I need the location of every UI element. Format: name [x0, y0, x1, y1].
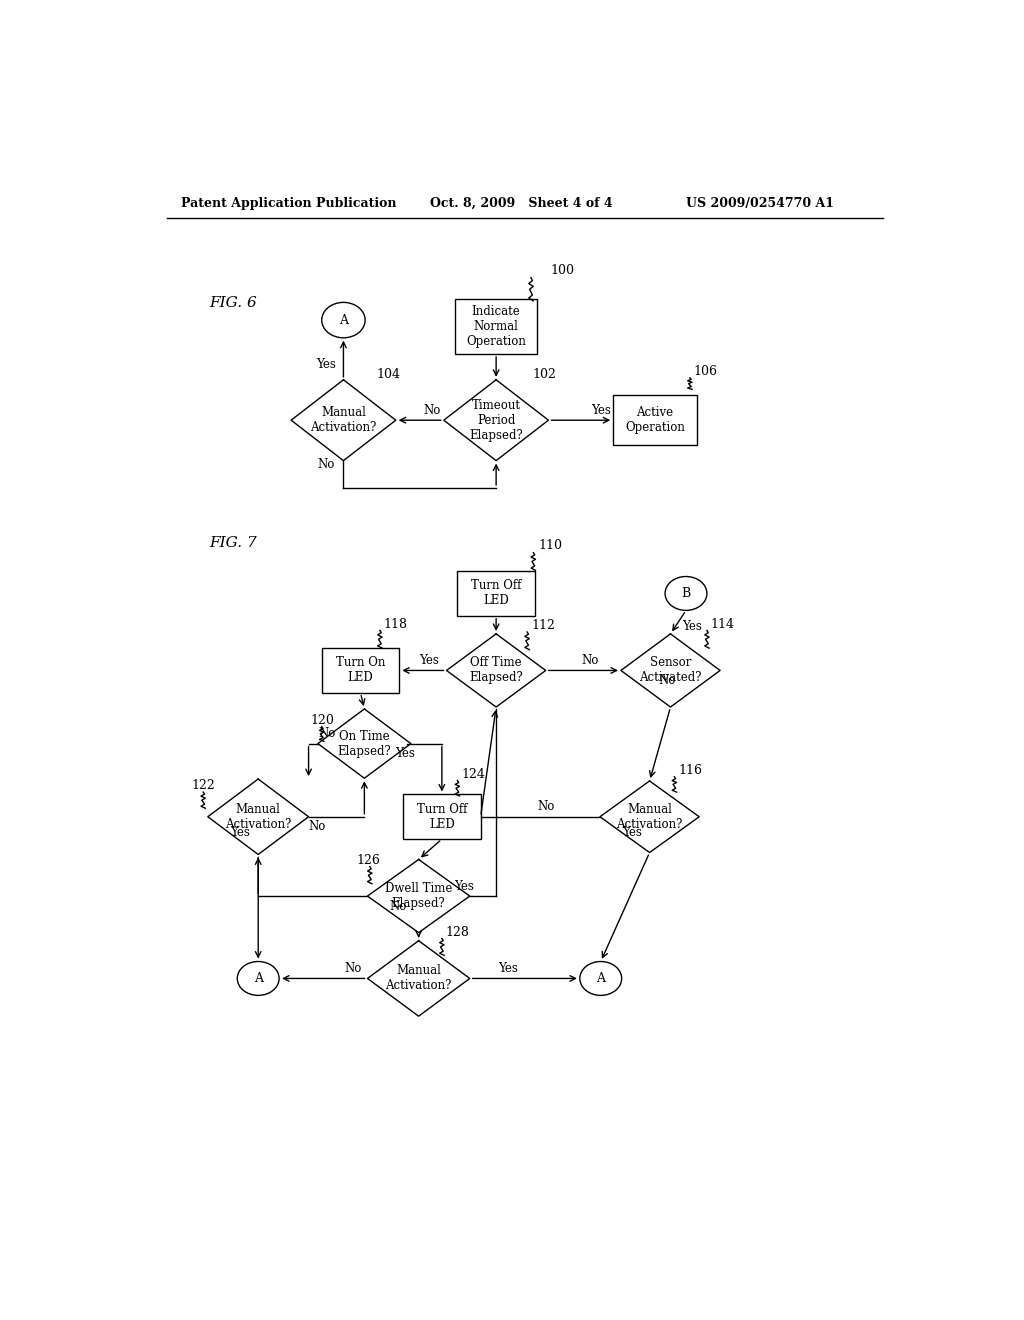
- Text: 126: 126: [356, 854, 381, 867]
- Text: 114: 114: [711, 618, 735, 631]
- Text: Manual
Activation?: Manual Activation?: [225, 803, 292, 830]
- Text: No: No: [658, 675, 675, 686]
- Text: Manual
Activation?: Manual Activation?: [310, 407, 377, 434]
- Text: 110: 110: [539, 539, 563, 552]
- Text: Patent Application Publication: Patent Application Publication: [180, 197, 396, 210]
- Text: FIG. 7: FIG. 7: [209, 536, 257, 550]
- Text: 106: 106: [693, 366, 718, 379]
- Bar: [613, 395, 697, 445]
- Text: Sensor
Activated?: Sensor Activated?: [639, 656, 701, 685]
- Text: On Time
Elapsed?: On Time Elapsed?: [338, 730, 391, 758]
- Text: No: No: [538, 800, 555, 813]
- Text: 100: 100: [550, 264, 574, 277]
- Ellipse shape: [580, 961, 622, 995]
- Text: 102: 102: [532, 367, 556, 380]
- Text: Manual
Activation?: Manual Activation?: [385, 965, 452, 993]
- Text: Turn On
LED: Turn On LED: [336, 656, 385, 685]
- Bar: [322, 648, 399, 693]
- Text: Yes: Yes: [315, 358, 336, 371]
- Text: Oct. 8, 2009   Sheet 4 of 4: Oct. 8, 2009 Sheet 4 of 4: [430, 197, 613, 210]
- Text: A: A: [254, 972, 263, 985]
- Text: A: A: [596, 972, 605, 985]
- Bar: [403, 795, 480, 840]
- Text: US 2009/0254770 A1: US 2009/0254770 A1: [686, 197, 834, 210]
- Text: No: No: [308, 820, 326, 833]
- Ellipse shape: [665, 577, 707, 610]
- Text: No: No: [344, 962, 361, 975]
- Text: 112: 112: [531, 619, 555, 632]
- Text: Yes: Yes: [455, 879, 474, 892]
- Text: Turn Off
LED: Turn Off LED: [417, 803, 467, 830]
- Text: Yes: Yes: [419, 653, 438, 667]
- Text: A: A: [339, 314, 348, 326]
- Text: 124: 124: [461, 768, 485, 781]
- Text: No: No: [389, 899, 407, 912]
- Text: No: No: [318, 727, 336, 741]
- Text: Yes: Yes: [230, 825, 250, 838]
- Text: Yes: Yes: [682, 620, 702, 634]
- Text: Turn Off
LED: Turn Off LED: [471, 579, 521, 607]
- Ellipse shape: [322, 302, 366, 338]
- Text: Yes: Yes: [622, 825, 642, 838]
- Text: No: No: [423, 404, 440, 417]
- Text: Yes: Yes: [498, 962, 518, 975]
- Text: Off Time
Elapsed?: Off Time Elapsed?: [469, 656, 523, 685]
- Text: Yes: Yes: [591, 404, 610, 417]
- Text: No: No: [582, 653, 599, 667]
- Text: 104: 104: [376, 367, 400, 380]
- Text: Yes: Yes: [395, 747, 416, 760]
- Text: Dwell Time
Elapsed?: Dwell Time Elapsed?: [385, 882, 453, 909]
- Text: B: B: [681, 587, 690, 601]
- Text: 122: 122: [191, 779, 215, 792]
- Text: No: No: [317, 458, 334, 471]
- Text: Indicate
Normal
Operation: Indicate Normal Operation: [466, 305, 526, 347]
- Text: 128: 128: [445, 925, 470, 939]
- Text: 116: 116: [678, 764, 702, 777]
- Text: Timeout
Period
Elapsed?: Timeout Period Elapsed?: [469, 399, 523, 442]
- Ellipse shape: [238, 961, 280, 995]
- Text: Manual
Activation?: Manual Activation?: [616, 803, 683, 830]
- Bar: [458, 572, 535, 615]
- Text: 120: 120: [310, 714, 334, 727]
- Text: 118: 118: [384, 618, 408, 631]
- Text: Active
Operation: Active Operation: [625, 407, 685, 434]
- Bar: [456, 298, 537, 354]
- Text: FIG. 6: FIG. 6: [209, 296, 257, 310]
